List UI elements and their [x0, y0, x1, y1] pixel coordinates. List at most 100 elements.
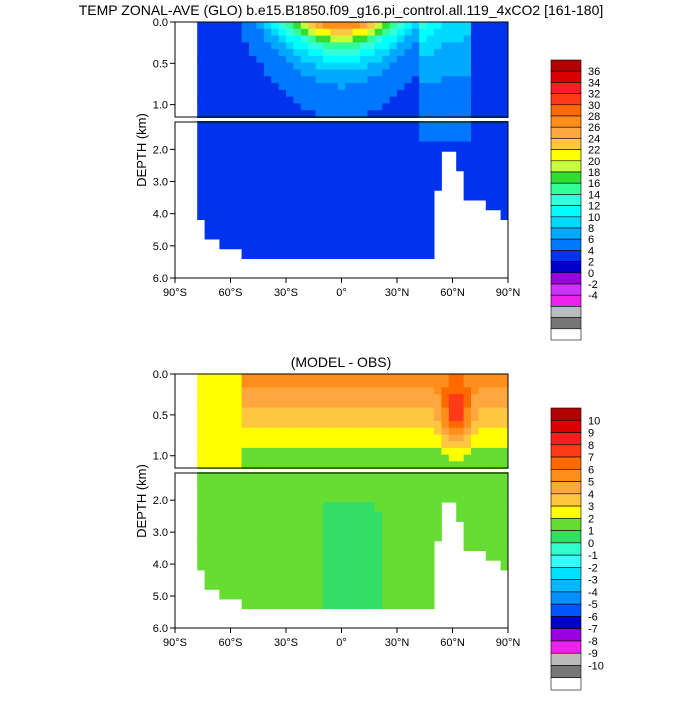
heatmap-cell [352, 28, 361, 37]
panel-gap [174, 118, 509, 121]
heatmap-cell [300, 427, 309, 435]
heatmap-cell [308, 239, 317, 250]
heatmap-cell [500, 414, 509, 422]
heatmap-cell [345, 110, 354, 118]
heatmap-cell [337, 434, 346, 442]
heatmap-cell [352, 400, 361, 409]
heatmap-cell [382, 170, 391, 181]
heatmap-cell [411, 62, 420, 70]
heatmap-cell [471, 387, 479, 395]
heatmap-cell [278, 89, 287, 98]
heatmap-cell [204, 468, 213, 484]
heatmap-cell [293, 229, 302, 240]
heatmap-cell [337, 239, 346, 250]
heatmap-cell [330, 502, 339, 513]
heatmap-cell [448, 374, 457, 382]
heatmap-cell [493, 482, 502, 493]
heatmap-cell [404, 200, 413, 211]
heatmap-cell [404, 170, 413, 181]
heatmap-cell [419, 22, 428, 30]
heatmap-cell [419, 387, 428, 395]
heatmap-cell [315, 83, 324, 91]
heatmap-cell [271, 511, 280, 522]
heatmap-cell [241, 454, 250, 462]
colorbar-box [550, 407, 582, 421]
colorbar-box [550, 444, 582, 458]
heatmap-cell [345, 22, 354, 30]
heatmap-cell [271, 161, 280, 172]
heatmap-cell [471, 76, 479, 84]
heatmap-cell [382, 569, 391, 581]
heatmap-cell [330, 117, 339, 133]
heatmap-cell [448, 447, 457, 456]
heatmap-cell [345, 83, 354, 91]
heatmap-cell [278, 454, 287, 462]
heatmap-cell [256, 434, 265, 442]
heatmap-cell [278, 511, 287, 522]
heatmap-cell [278, 180, 287, 191]
heatmap-cell [315, 400, 324, 409]
heatmap-cell [426, 482, 435, 493]
heatmap-cell [397, 131, 405, 142]
heatmap-cell [256, 569, 265, 581]
heatmap-cell [256, 62, 265, 70]
heatmap-cell [226, 69, 235, 77]
heatmap-cell [308, 560, 317, 571]
heatmap-cell [448, 96, 457, 104]
heatmap-cell [352, 598, 361, 610]
heatmap-cell [308, 83, 317, 91]
heatmap-cell [367, 427, 376, 435]
heatmap-cell [382, 414, 391, 422]
heatmap-cell [500, 103, 509, 111]
heatmap-cell [204, 447, 213, 456]
heatmap-cell [382, 492, 391, 503]
heatmap-cell [441, 76, 450, 84]
heatmap-cell [323, 96, 331, 104]
heatmap-cell [293, 461, 302, 469]
heatmap-cell [397, 83, 405, 91]
heatmap-cell [434, 447, 442, 456]
heatmap-cell [478, 96, 487, 104]
heatmap-cell [293, 387, 302, 395]
heatmap-cell [389, 239, 398, 250]
heatmap-cell [485, 502, 494, 513]
heatmap-cell [419, 55, 428, 64]
heatmap-cell [204, 579, 213, 590]
heatmap-cell [204, 103, 213, 111]
heatmap-cell [397, 560, 405, 571]
heatmap-cell [249, 248, 257, 259]
heatmap-cell [389, 598, 398, 610]
heatmap-cell [367, 62, 376, 70]
heatmap-cell [345, 209, 354, 220]
heatmap-cell [360, 239, 368, 250]
heatmap-cell [500, 151, 509, 162]
heatmap-cell [300, 387, 309, 395]
heatmap-cell [234, 219, 243, 230]
heatmap-cell [234, 35, 243, 43]
y-tick-label: 0.0 [153, 17, 168, 29]
heatmap-cell [323, 380, 331, 388]
heatmap-cell [219, 131, 228, 142]
heatmap-cell [352, 151, 361, 162]
heatmap-cell [411, 55, 420, 64]
heatmap-cell [500, 180, 509, 191]
heatmap-cell [256, 151, 265, 162]
heatmap-cell [249, 468, 257, 484]
heatmap-cell [204, 229, 213, 240]
heatmap-cell [197, 49, 206, 57]
heatmap-cell [256, 441, 265, 449]
heatmap-cell [308, 414, 317, 422]
heatmap-cell [337, 482, 346, 493]
heatmap-cell [441, 461, 450, 469]
x-tick-label: 30°N [385, 637, 410, 649]
heatmap-cell [434, 131, 442, 142]
heatmap-cell [360, 380, 368, 388]
heatmap-cell [249, 219, 257, 230]
heatmap-cell [374, 161, 383, 172]
heatmap-cell [389, 447, 398, 456]
heatmap-cell [278, 209, 287, 220]
heatmap-cell [308, 49, 317, 57]
heatmap-cell [389, 22, 398, 30]
heatmap-cell [367, 380, 376, 388]
heatmap-cell [323, 579, 331, 590]
